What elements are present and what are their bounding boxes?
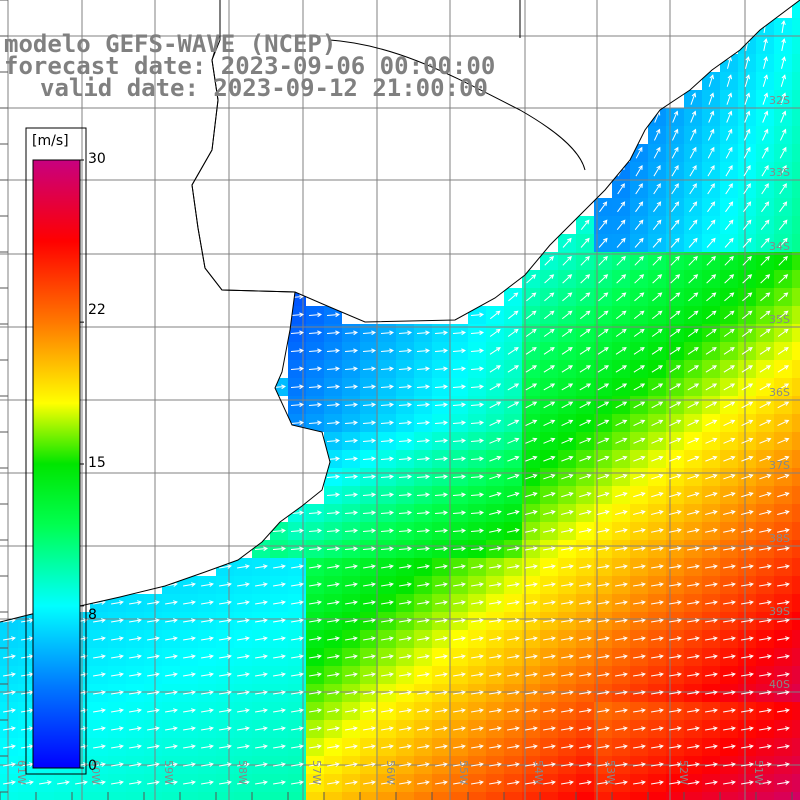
lat-label: 34S: [769, 240, 790, 253]
colorbar-tick-8: 8: [88, 607, 97, 623]
lon-label: 56W: [384, 760, 397, 785]
lon-label: 57W: [310, 760, 323, 785]
colorbar-tick-30: 30: [88, 151, 106, 167]
lon-label: 54W: [532, 760, 545, 785]
colorbar-tick-15: 15: [88, 455, 106, 471]
lat-label: 32S: [769, 94, 790, 107]
colorbar-frame: [25, 127, 87, 775]
lat-label: 38S: [769, 532, 790, 545]
lat-label: 40S: [769, 678, 790, 691]
lon-label: 60W: [89, 760, 102, 785]
lon-label: 61W: [15, 760, 28, 785]
lon-label: 51W: [752, 760, 765, 785]
lat-label: 33S: [769, 166, 790, 179]
coastline: [0, 0, 800, 623]
lon-label: 58W: [236, 760, 249, 785]
title-valid-date: valid date: 2023-09-12 21:00:00: [40, 74, 488, 102]
colorbar-tick-22: 22: [88, 302, 106, 318]
lat-label: 36S: [769, 386, 790, 399]
title-model: modelo GEFS-WAVE (NCEP): [4, 30, 337, 58]
colorbar: [25, 127, 87, 775]
lat-label: 37S: [769, 459, 790, 472]
lat-label: 39S: [769, 605, 790, 618]
colorbar-unit: [m/s]: [32, 133, 69, 149]
lon-label: 53W: [604, 760, 617, 785]
wind-vectors: [3, 20, 790, 785]
graticule-labels: 32S 33S 34S 35S 36S 37S 38S 39S 40S 61W 60W 59W 58W 5…: [15, 94, 790, 785]
lon-label: 59W: [162, 760, 175, 785]
title-forecast-date: forecast date: 2023-09-06 00:00:00: [4, 52, 496, 80]
lon-label: 52W: [677, 760, 690, 785]
lat-label: 35S: [769, 313, 790, 326]
colorbar-tick-0: 0: [88, 758, 97, 774]
colorbar-gradient: [32, 159, 81, 769]
lon-label: 55W: [457, 760, 470, 785]
